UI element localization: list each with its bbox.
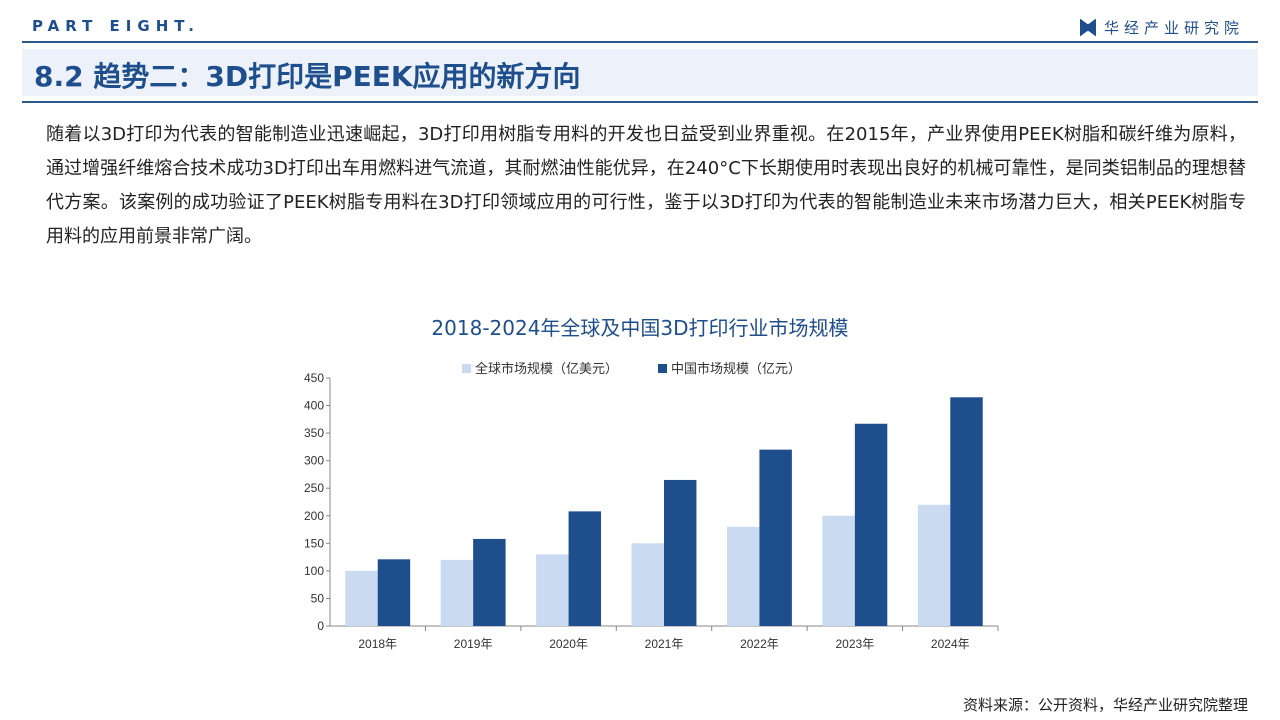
source-note: 资料来源：公开资料，华经产业研究院整理 — [962, 696, 1248, 714]
y-tick-label: 250 — [304, 481, 324, 495]
legend-swatch — [658, 364, 668, 373]
part-label: PART EIGHT. — [32, 17, 200, 35]
chart-legend: 全球市场规模（亿美元） 中国市场规模（亿元） — [462, 358, 801, 377]
bar-global — [536, 554, 569, 626]
y-tick-label: 400 — [304, 399, 324, 413]
bar-global — [345, 570, 378, 626]
divider — [22, 101, 1258, 103]
legend-label: 中国市场规模（亿元） — [671, 362, 802, 377]
bar-china — [950, 397, 983, 626]
x-tick-label: 2022年 — [740, 637, 779, 651]
legend-swatch — [462, 364, 471, 373]
divider — [22, 41, 1258, 43]
bar-global — [917, 504, 951, 626]
y-tick-label: 300 — [304, 454, 324, 468]
x-tick-label: 2020年 — [549, 637, 588, 651]
y-tick-label: 150 — [304, 536, 324, 550]
y-tick-label: 100 — [304, 564, 324, 578]
bar-china — [473, 538, 506, 626]
legend-item-global: 全球市场规模（亿美元） — [462, 358, 618, 377]
bar-china — [854, 423, 888, 626]
x-tick-label: 2023年 — [836, 637, 875, 651]
page-title: 8.2 趋势二：3D打印是PEEK应用的新方向 — [34, 60, 581, 93]
x-tick-label: 2024年 — [931, 637, 970, 651]
bar-global — [440, 559, 474, 626]
x-tick-label: 2018年 — [358, 637, 397, 651]
bar-china — [759, 449, 792, 626]
bar-global — [822, 515, 855, 626]
y-tick-label: 450 — [304, 371, 324, 385]
bar-global — [726, 526, 760, 626]
title-bar — [22, 49, 1258, 96]
y-tick-label: 200 — [304, 509, 324, 523]
brand-name: 华经产业研究院 — [1103, 19, 1244, 37]
y-tick-label: 0 — [317, 619, 324, 633]
x-tick-label: 2021年 — [645, 637, 684, 651]
bar-china — [664, 479, 697, 626]
bar-china — [377, 559, 411, 626]
legend-item-china: 中国市场规模（亿元） — [658, 358, 801, 377]
bar-global — [631, 543, 664, 626]
y-tick-label: 50 — [311, 591, 325, 605]
x-tick-label: 2019年 — [454, 637, 493, 651]
brand-logo-icon — [1079, 18, 1096, 37]
legend-label: 全球市场规模（亿美元） — [475, 362, 619, 377]
y-tick-label: 350 — [304, 426, 324, 440]
chart-title: 2018-2024年全球及中国3D打印行业市场规模 — [431, 316, 849, 340]
body-paragraph: 随着以3D打印为代表的智能制造业迅速崛起，3D打印用树脂专用料的开发也日益受到业… — [46, 124, 1246, 247]
brand: 华经产业研究院 — [1079, 17, 1244, 38]
bar-china — [568, 511, 602, 626]
